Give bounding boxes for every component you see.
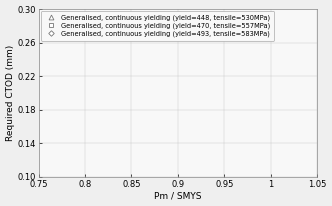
X-axis label: Pm / SMYS: Pm / SMYS (154, 191, 202, 200)
Y-axis label: Required CTOD (mm): Required CTOD (mm) (6, 45, 15, 141)
Legend: Generalised, continuous yielding (yield=448, tensile=530MPa), Generalised, conti: Generalised, continuous yielding (yield=… (41, 11, 274, 41)
